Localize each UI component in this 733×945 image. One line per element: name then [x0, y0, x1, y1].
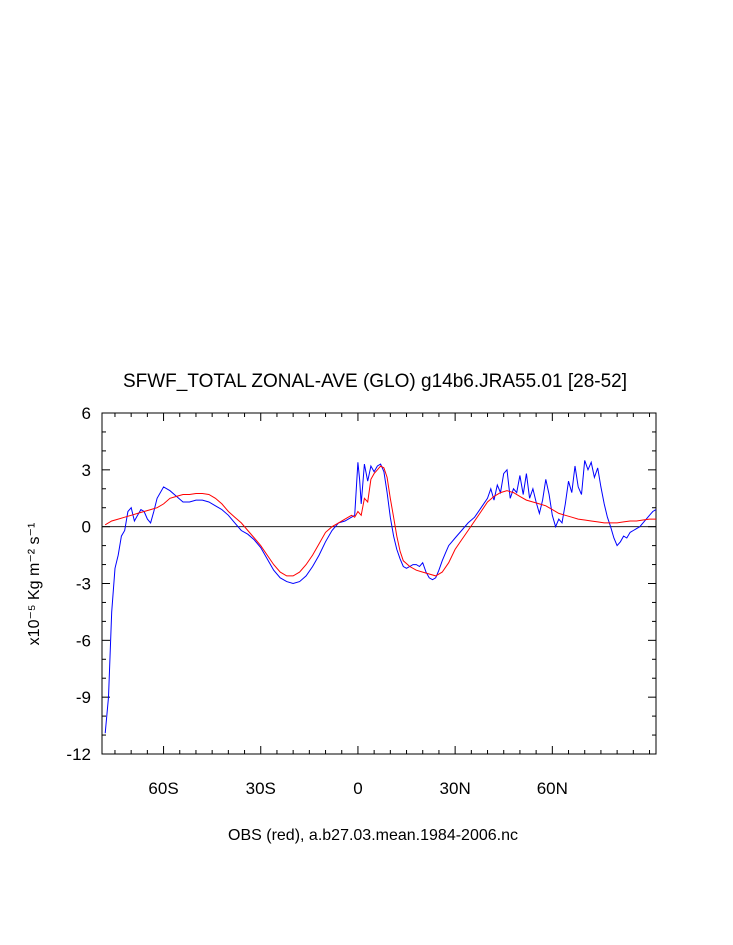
plot-area: 6 3 0 -3 -6 -9 -12 60S 30S 0 30N 60N [66, 404, 657, 798]
y-tick-label: 0 [82, 518, 91, 537]
series-line-2 [104, 465, 656, 577]
series-line-1 [104, 460, 657, 734]
y-tick-label: 6 [82, 404, 91, 423]
y-tick-label: -9 [76, 688, 91, 707]
x-tick-label: 0 [353, 779, 362, 798]
x-axis-label: OBS (red), a.b27.03.mean.1984-2006.nc [228, 827, 518, 844]
x-tick-label: 30N [440, 779, 471, 798]
x-tick-label: 30S [246, 779, 276, 798]
y-axis-label: x10⁻⁵ Kg m⁻² s⁻¹ [26, 523, 43, 646]
y-tick-label: -6 [76, 631, 91, 650]
y-tick-label: -3 [76, 575, 91, 594]
x-tick-label: 60N [537, 779, 568, 798]
y-tick-label: 3 [82, 461, 91, 480]
chart-title: SFWF_TOTAL ZONAL-AVE (GLO) g14b6.JRA55.0… [123, 371, 627, 392]
x-tick-label: 60S [148, 779, 178, 798]
y-tick-label: -12 [66, 745, 91, 764]
plot-frame [101, 412, 657, 755]
